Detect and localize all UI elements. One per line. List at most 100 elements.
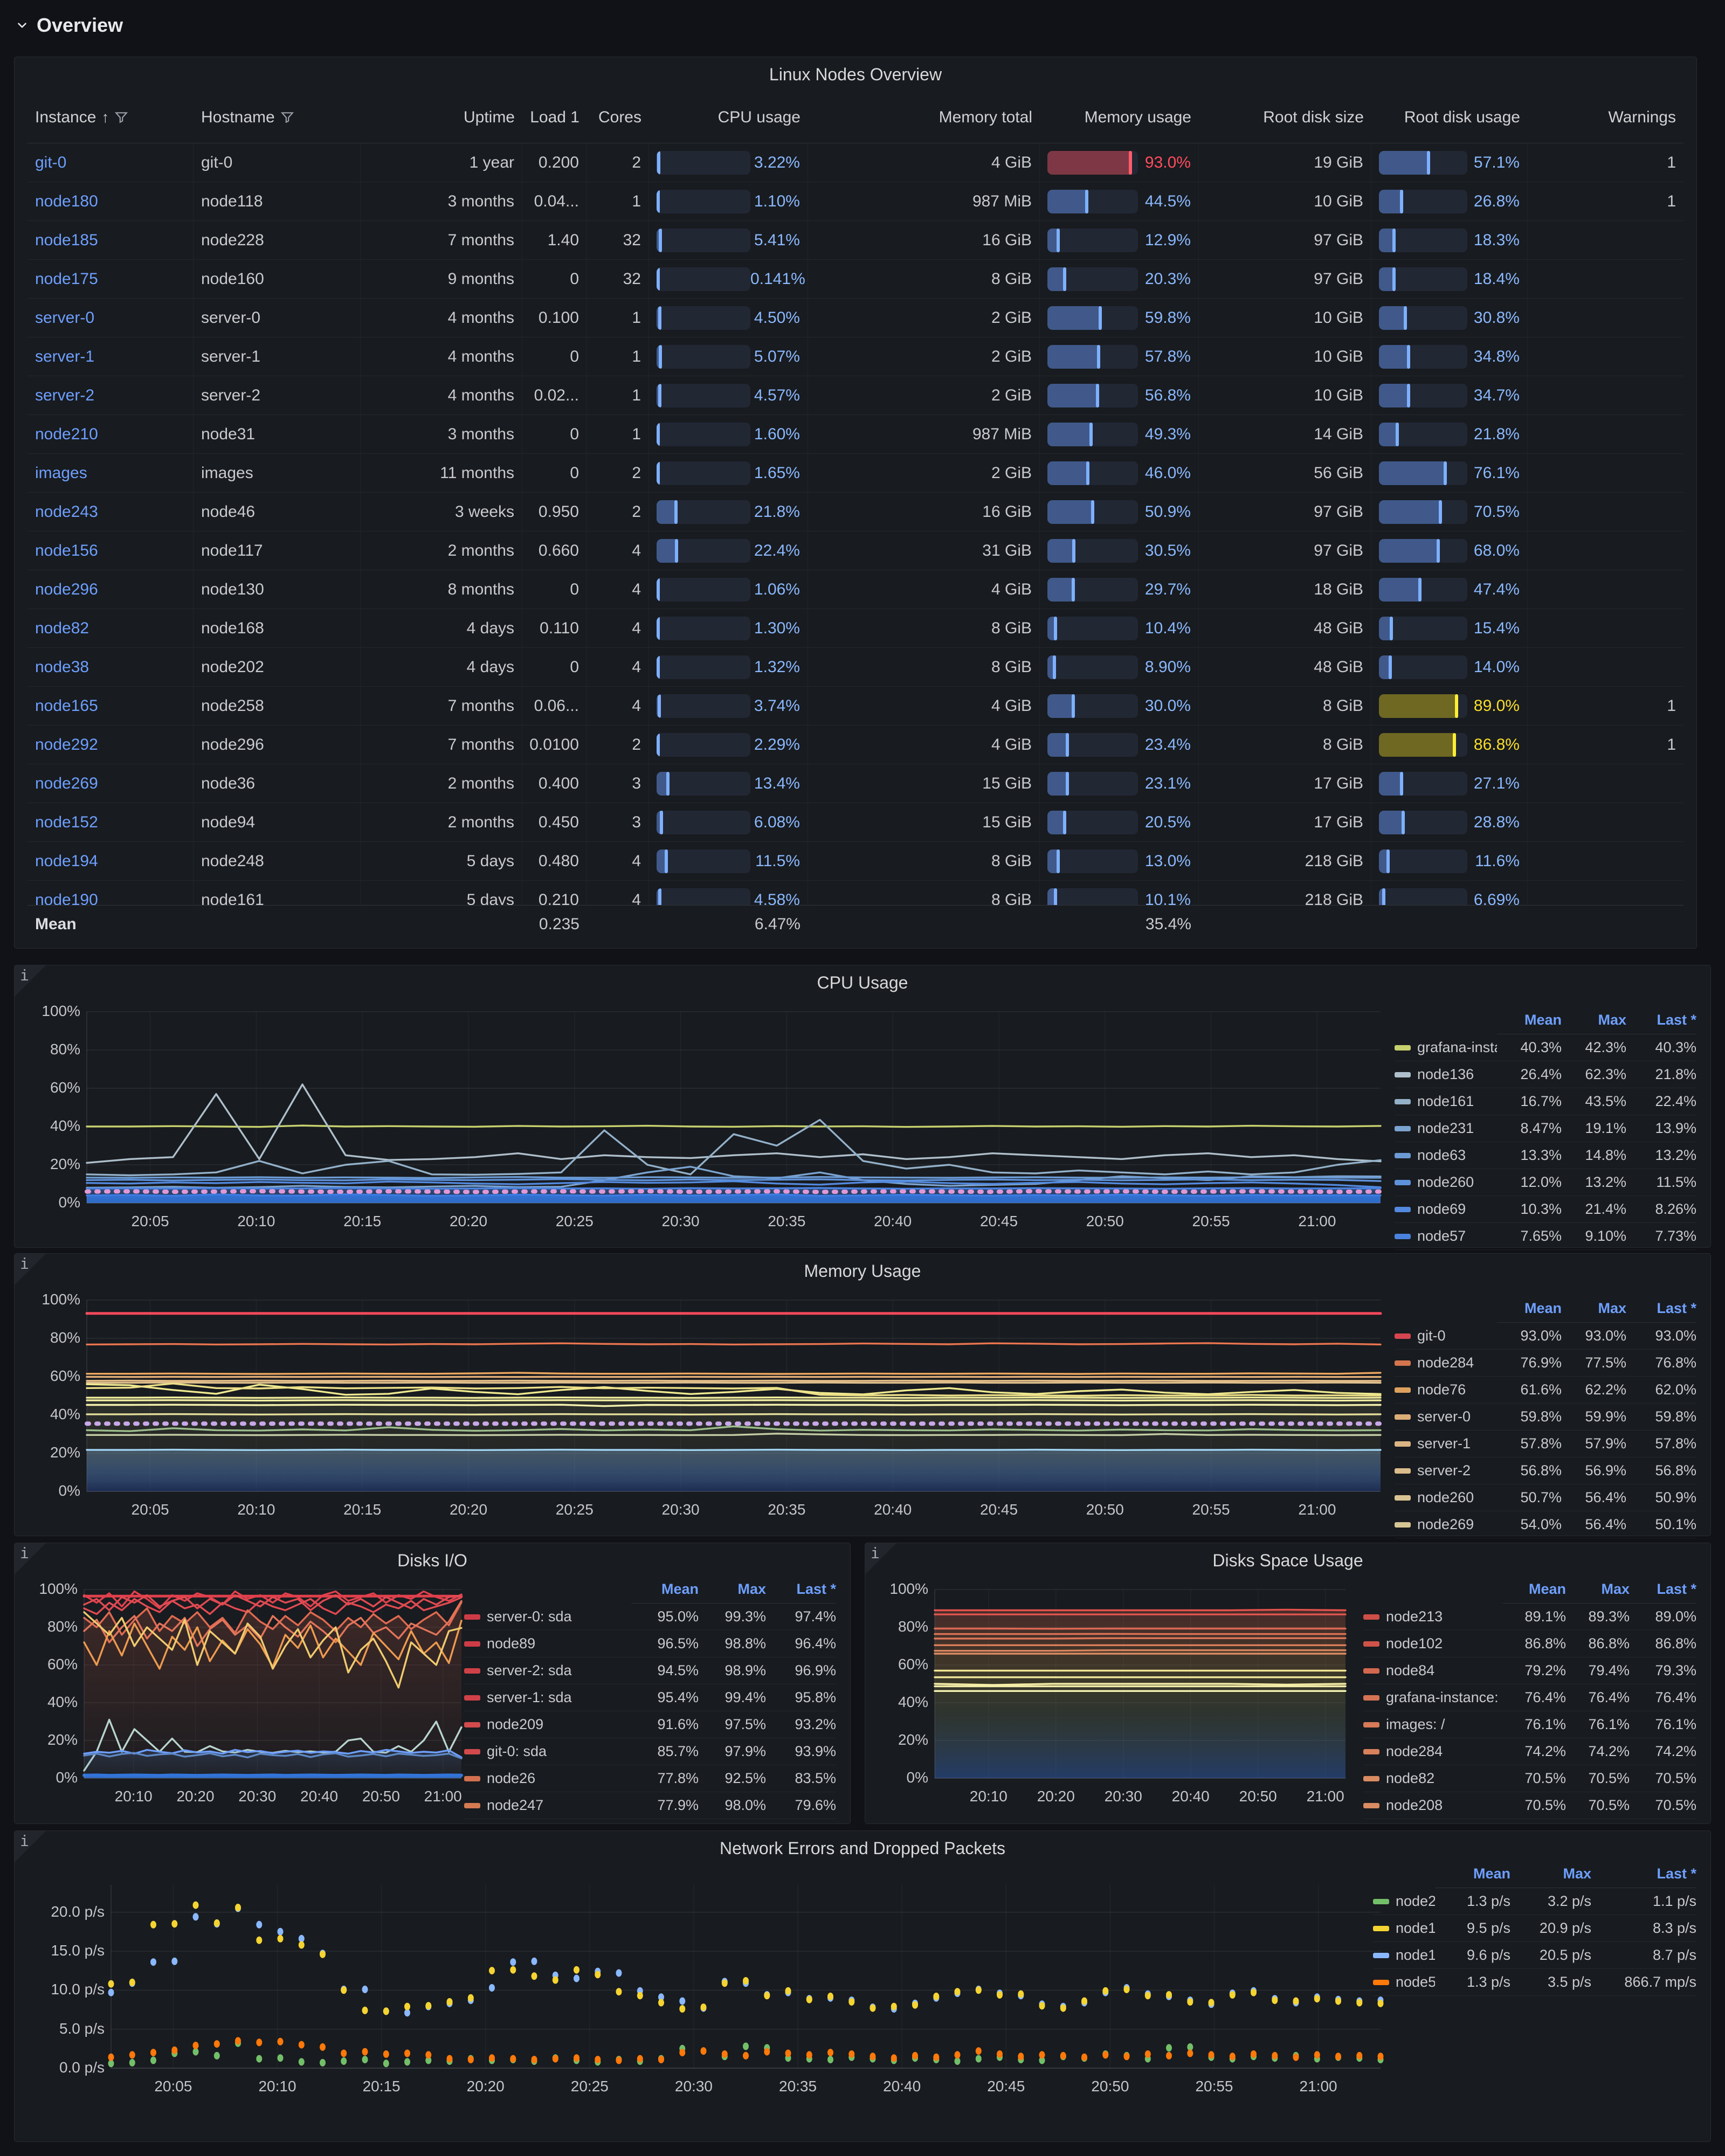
legend-series-node198[interactable]: node198 [1373,1942,1435,1968]
legend-series-node256[interactable]: node256 [1373,1888,1435,1915]
legend-header-last[interactable]: Last * [1630,1578,1696,1604]
legend-series-server-2-sda[interactable]: server-2: sda [464,1657,631,1684]
legend-header-mean[interactable]: Mean [1435,1862,1510,1888]
panel-info-icon[interactable]: i [15,1543,46,1574]
legend-series-node213[interactable]: node213 [1363,1604,1502,1630]
legend-series-node231[interactable]: node231 [1395,1115,1497,1142]
instance-link[interactable]: node185 [27,221,194,259]
instance-link[interactable]: git-0 [27,143,194,182]
instance-link[interactable]: server-1 [27,337,194,376]
legend-series-node57[interactable]: node57 [1395,1223,1497,1249]
legend-series-node209[interactable]: node209 [464,1711,631,1738]
chart-canvas[interactable] [82,1589,463,1779]
column-header-warnings[interactable]: Warnings [1528,108,1683,127]
legend-series-git-0-sda[interactable]: git-0: sda [464,1738,631,1765]
legend-header-last[interactable]: Last * [1591,1862,1696,1888]
legend-header-mean[interactable]: Mean [1497,1008,1562,1034]
instance-link[interactable]: node38 [27,648,194,686]
legend-header-mean[interactable]: Mean [631,1578,699,1604]
instance-link[interactable]: node82 [27,609,194,647]
column-header-root-disk-size[interactable]: Root disk size [1199,108,1371,127]
legend-series-node269[interactable]: node269 [1395,1511,1497,1538]
instance-link[interactable]: node165 [27,687,194,725]
legend-series-images-[interactable]: images: / [1363,1711,1502,1738]
legend-header-mean[interactable]: Mean [1502,1578,1566,1604]
legend-header-last[interactable]: Last * [1626,1008,1696,1034]
panel-info-icon[interactable]: i [15,965,46,997]
legend-series-node178[interactable]: node178 [1373,1915,1435,1941]
legend-series-node63[interactable]: node63 [1395,1142,1497,1169]
instance-link[interactable]: server-0 [27,299,194,337]
section-overview[interactable]: Overview [15,14,123,37]
column-header-memory-total[interactable]: Memory total [808,108,1040,127]
legend-series-node284[interactable]: node284 [1363,1738,1502,1765]
instance-link[interactable]: node190 [27,881,194,905]
legend-header-mean[interactable]: Mean [1497,1297,1562,1323]
column-header-cpu-usage[interactable]: CPU usage [649,108,808,127]
chart-canvas[interactable] [934,1589,1347,1779]
filter-icon[interactable] [280,110,294,125]
legend-series-server-1-sda[interactable]: server-1: sda [464,1684,631,1711]
legend-header-last[interactable]: Last * [1626,1297,1696,1323]
chart-plot-area[interactable]: 0.0 p/s 5.0 p/s 10.0 p/s 15.0 p/s 20.0 p/s 20… [27,1885,1384,2106]
legend-series-git-0[interactable]: git-0 [1395,1323,1497,1349]
legend-series-node59[interactable]: node59 [1373,1969,1435,1995]
legend-series-node102[interactable]: node102 [1363,1630,1502,1657]
legend-series-node284[interactable]: node284 [1395,1350,1497,1376]
column-header-load-1[interactable]: Load 1 [522,108,587,127]
legend-series-node76[interactable]: node76 [1395,1377,1497,1403]
column-header-cores[interactable]: Cores [587,108,649,127]
instance-link[interactable]: node243 [27,493,194,531]
instance-link[interactable]: images [27,454,194,492]
panel-info-icon[interactable]: i [15,1831,46,1862]
legend-series-node260[interactable]: node260 [1395,1484,1497,1511]
legend-header-max[interactable]: Max [1562,1008,1626,1034]
instance-link[interactable]: node194 [27,842,194,880]
panel-info-icon[interactable]: i [865,1543,896,1574]
instance-link[interactable]: server-2 [27,376,194,414]
legend-series-grafana-instance-var[interactable]: grafana-instance: /var [1363,1684,1502,1711]
chart-canvas[interactable] [85,1011,1383,1204]
chart-plot-area[interactable]: 0% 20% 40% 60% 80% 100% 20:05 20:10 20:15 20:20 20… [27,1291,1383,1529]
instance-link[interactable]: node269 [27,764,194,803]
legend-series-server-2[interactable]: server-2 [1395,1457,1497,1484]
column-header-instance[interactable]: Instance ↑ [27,108,194,127]
legend-series-server-1[interactable]: server-1 [1395,1431,1497,1457]
legend-header-last[interactable]: Last * [766,1578,836,1604]
instance-link[interactable]: node292 [27,725,194,764]
legend-header-max[interactable]: Max [699,1578,766,1604]
chart-plot-area[interactable]: 0% 20% 40% 60% 80% 100% 20:10 20:20 20:30 20:40 20… [27,1580,463,1816]
legend-series-node69[interactable]: node69 [1395,1196,1497,1222]
chart-canvas[interactable] [85,1300,1383,1492]
chart-plot-area[interactable]: 0% 20% 40% 60% 80% 100% 20:10 20:20 20:30 20:40 20… [878,1580,1347,1816]
legend-series-node84[interactable]: node84 [1363,1657,1502,1684]
legend-series-node136[interactable]: node136 [1395,1061,1497,1088]
legend-series-node208[interactable]: node208 [1363,1792,1502,1819]
legend-series-node247[interactable]: node247 [464,1792,631,1819]
legend-series-grafana-instance[interactable]: grafana-instance [1395,1034,1497,1061]
legend-series-server-0-sda[interactable]: server-0: sda [464,1604,631,1630]
column-header-hostname[interactable]: Hostname [194,108,361,127]
filter-icon[interactable] [114,110,128,125]
legend-series-node89[interactable]: node89 [464,1630,631,1657]
chart-plot-area[interactable]: 0% 20% 40% 60% 80% 100% 20:05 20:10 20:15 20:20 20… [27,1003,1383,1241]
legend-header-max[interactable]: Max [1510,1862,1591,1888]
legend-series-node161[interactable]: node161 [1395,1088,1497,1115]
chart-canvas[interactable] [108,1885,1384,2069]
column-header-root-disk-usage[interactable]: Root disk usage [1371,108,1528,127]
sort-asc-icon[interactable]: ↑ [101,108,109,126]
legend-series-node26[interactable]: node26 [464,1765,631,1792]
panel-info-icon[interactable]: i [15,1254,46,1285]
legend-header-max[interactable]: Max [1562,1297,1626,1323]
column-header-uptime[interactable]: Uptime [361,108,522,127]
instance-link[interactable]: node296 [27,570,194,609]
instance-link[interactable]: node210 [27,415,194,453]
column-header-memory-usage[interactable]: Memory usage [1040,108,1199,127]
instance-link[interactable]: node152 [27,803,194,841]
instance-link[interactable]: node156 [27,531,194,570]
legend-series-node260[interactable]: node260 [1395,1169,1497,1196]
legend-series-node82[interactable]: node82 [1363,1765,1502,1792]
instance-link[interactable]: node180 [27,182,194,220]
instance-link[interactable]: node175 [27,260,194,298]
legend-header-max[interactable]: Max [1566,1578,1630,1604]
